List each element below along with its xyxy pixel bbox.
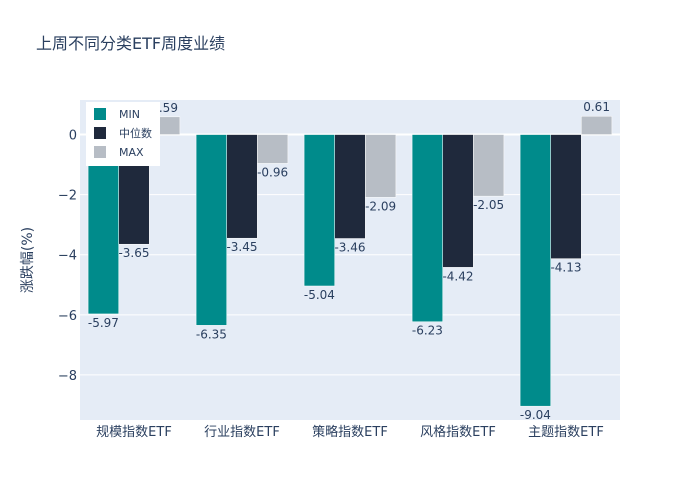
chart-title: 上周不同分类ETF周度业绩 — [36, 34, 225, 53]
x-tick-label: 主题指数ETF — [528, 425, 604, 440]
data-label: -4.42 — [442, 269, 473, 283]
bar-MIN[interactable] — [303, 134, 335, 287]
y-tick-label: −6 — [58, 309, 77, 324]
data-label: -5.97 — [88, 316, 119, 330]
data-label: -0.96 — [257, 165, 288, 179]
legend-swatch-中位数 — [94, 127, 106, 139]
data-label: -9.04 — [520, 408, 551, 422]
y-axis-title: 涨跌幅(%) — [20, 227, 36, 293]
legend[interactable]: MIN 中位数 MAX — [86, 102, 160, 166]
bar-MAX[interactable] — [257, 134, 289, 164]
data-label: -5.04 — [304, 288, 335, 302]
data-label: -3.46 — [334, 241, 365, 255]
data-label: -3.65 — [118, 246, 149, 260]
legend-label[interactable]: MAX — [119, 146, 144, 159]
x-tick-label: 规模指数ETF — [96, 425, 172, 440]
legend-swatch-MAX — [94, 146, 106, 158]
data-label: -4.13 — [550, 261, 581, 275]
data-labels: -5.97-3.650.59-6.35-3.45-0.96-5.04-3.46-… — [88, 100, 610, 422]
legend-label[interactable]: 中位数 — [119, 126, 152, 140]
x-tick-label: 风格指数ETF — [420, 424, 496, 440]
legend-swatch-MIN — [94, 108, 106, 120]
bar-MIN[interactable] — [519, 134, 551, 407]
y-axis-ticks: 0 −2 −4 −6 −8 — [58, 129, 77, 384]
bar-MIN[interactable] — [195, 134, 227, 326]
data-label: 0.61 — [583, 100, 610, 114]
bar-MAX[interactable] — [365, 134, 397, 198]
data-label: -2.05 — [473, 198, 504, 212]
x-tick-label: 行业指数ETF — [204, 425, 280, 440]
x-tick-label: 策略指数ETF — [312, 424, 388, 440]
y-tick-label: 0 — [69, 129, 77, 144]
bar-中位数[interactable] — [226, 134, 258, 239]
data-label: -6.35 — [196, 327, 227, 341]
bar-中位数[interactable] — [550, 134, 582, 259]
data-label: -2.09 — [365, 199, 396, 213]
y-tick-label: −4 — [58, 249, 77, 264]
bar-中位数[interactable] — [442, 134, 474, 268]
legend-label[interactable]: MIN — [119, 108, 140, 121]
data-label: -6.23 — [412, 324, 443, 338]
x-axis-ticks: 规模指数ETF 行业指数ETF 策略指数ETF 风格指数ETF 主题指数ETF — [96, 424, 604, 440]
bar-中位数[interactable] — [334, 134, 366, 239]
data-label: -3.45 — [226, 240, 257, 254]
bar-MAX[interactable] — [581, 115, 613, 135]
y-tick-label: −8 — [58, 369, 77, 384]
y-tick-label: −2 — [58, 189, 77, 204]
bar-MAX[interactable] — [473, 134, 505, 197]
bar-MIN[interactable] — [411, 134, 443, 322]
